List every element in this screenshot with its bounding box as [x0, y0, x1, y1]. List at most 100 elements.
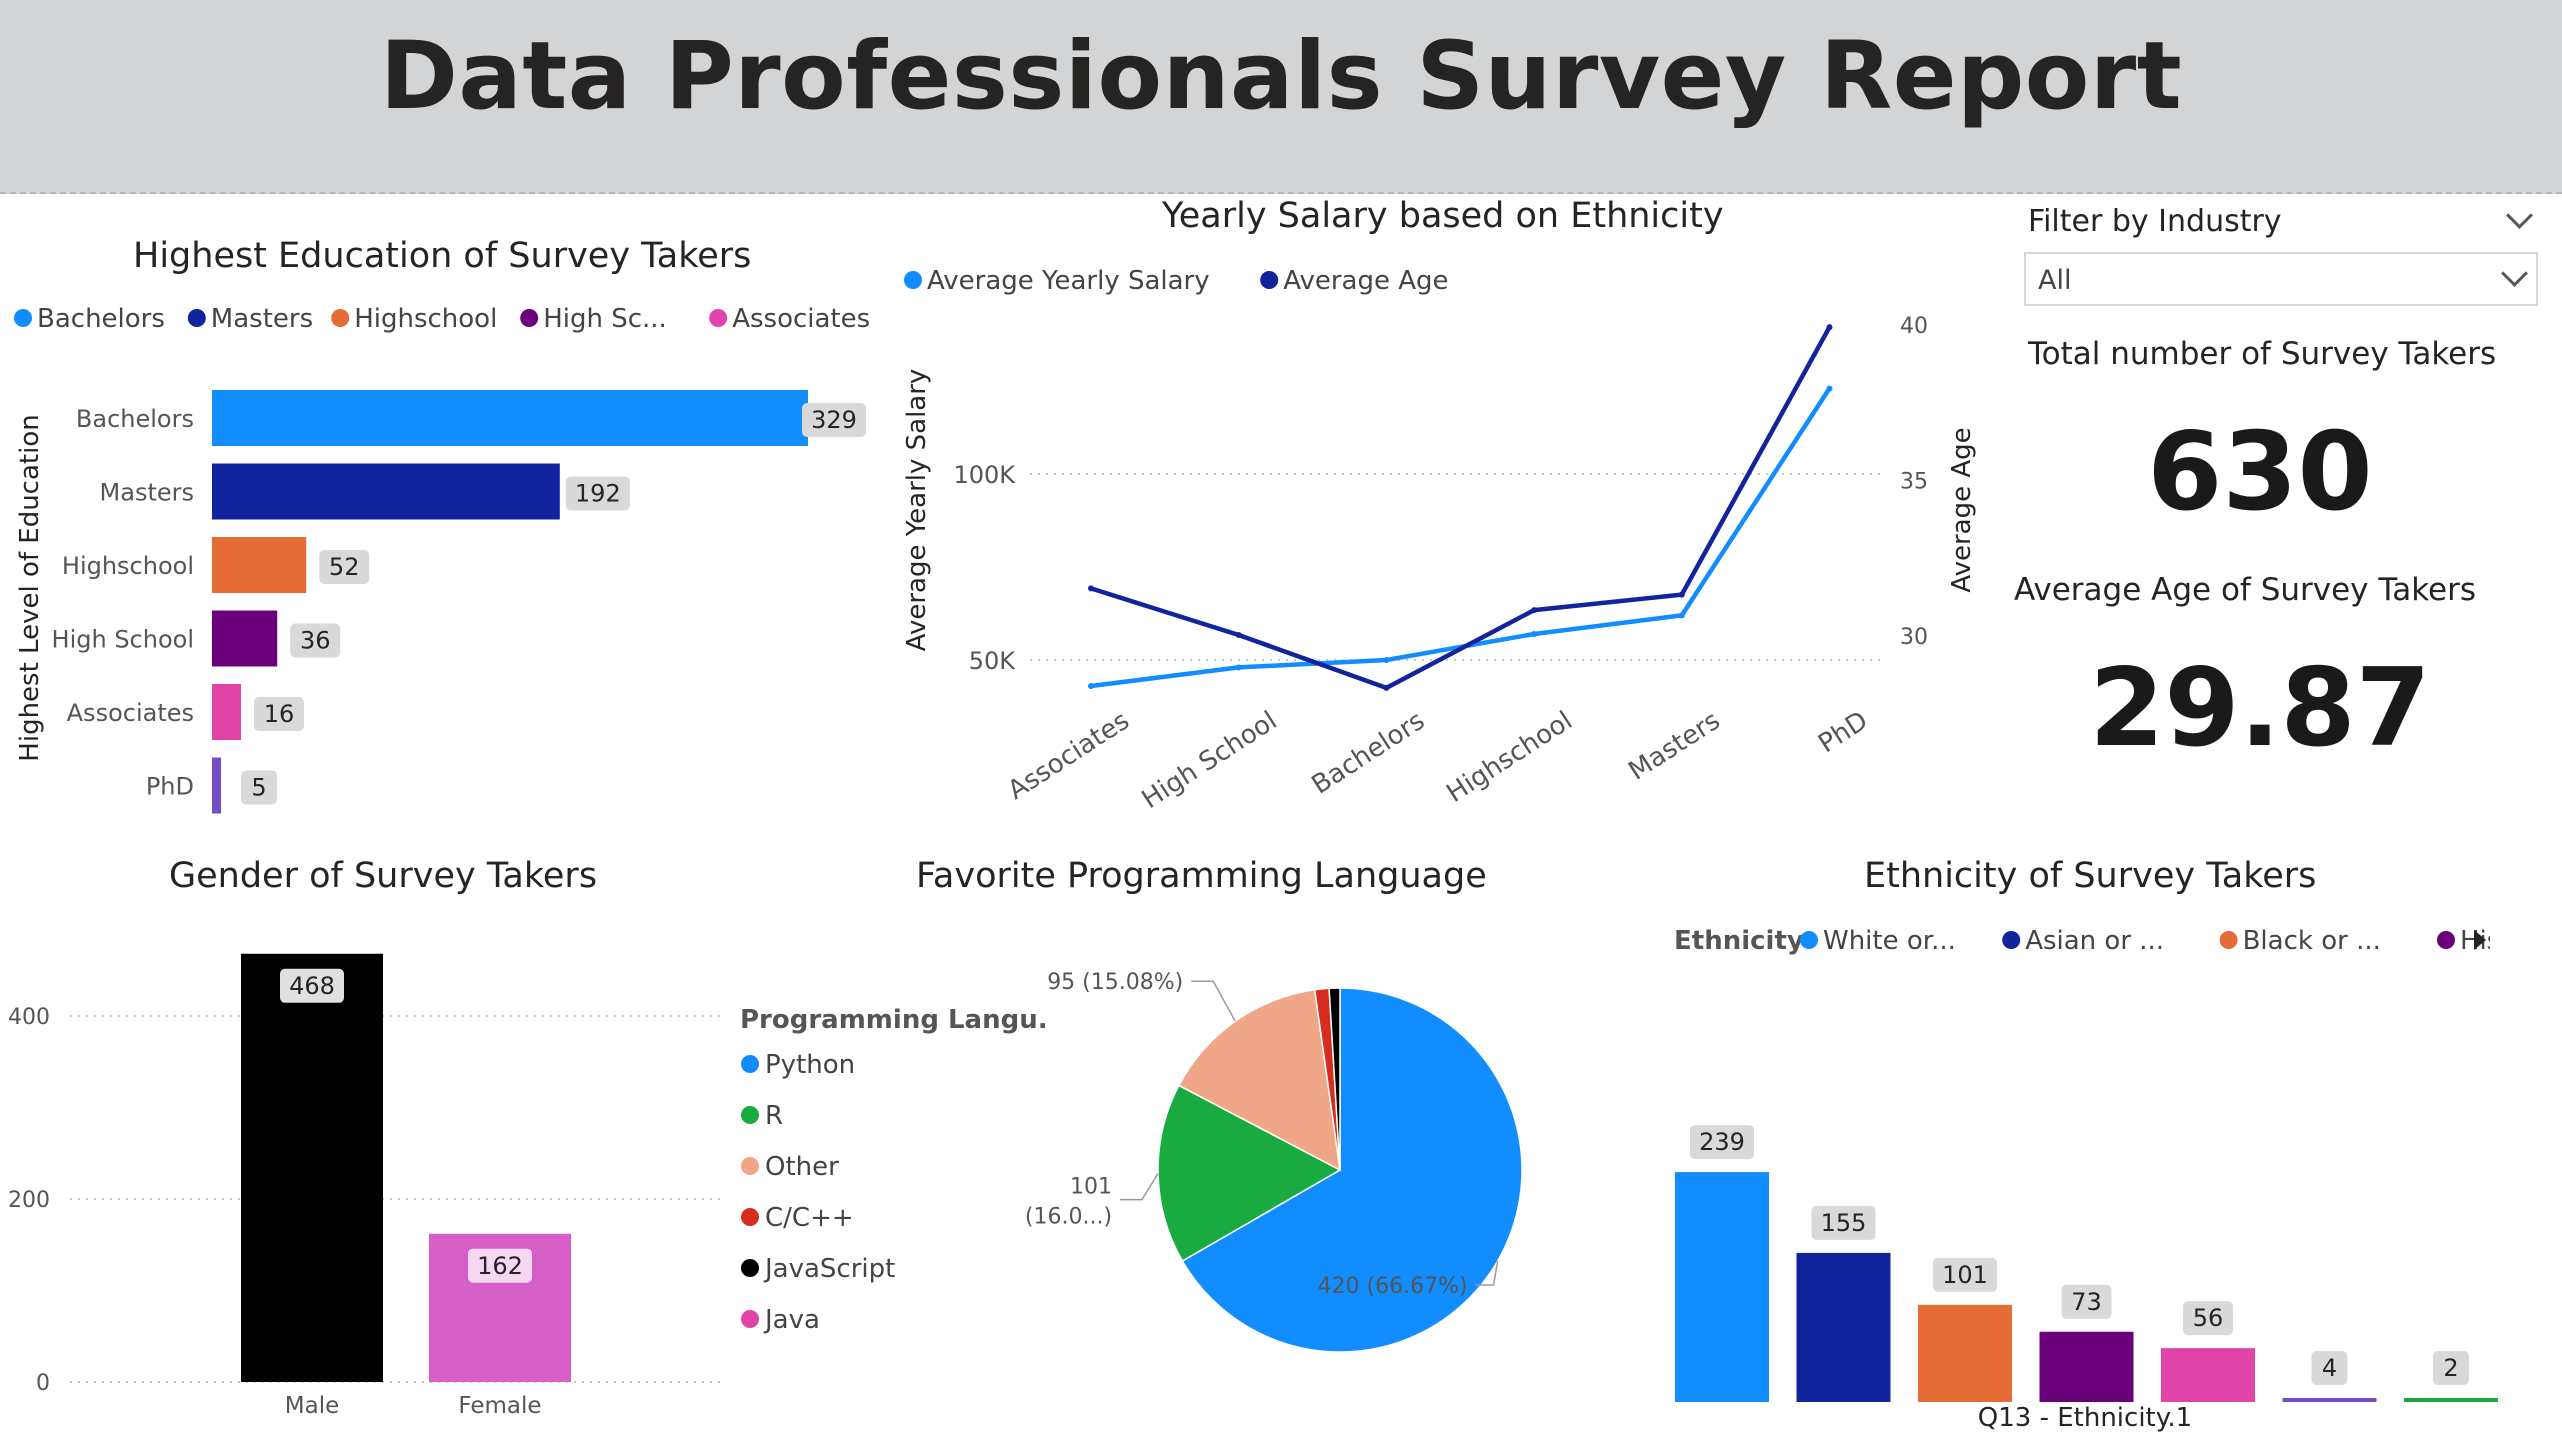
language-legend-marker-python	[741, 1055, 759, 1073]
language-pie-chart[interactable]: 420 (66.67%) 95 (15.08%) 101 (16.0...)	[1000, 940, 1620, 1410]
ethnicity-bar-2[interactable]	[1918, 1304, 2012, 1402]
education-bar-associates[interactable]	[212, 684, 241, 740]
salary-point-average-age-5[interactable]	[1826, 324, 1833, 331]
ethnicity-bar-6[interactable]	[2404, 1398, 2498, 1402]
ethnicity-bar-3[interactable]	[2039, 1331, 2134, 1402]
education-tick-highschool: Highschool	[62, 552, 194, 580]
education-value-high-school-bg	[290, 623, 341, 658]
salary-series-average-yearly-salary[interactable]	[1090, 387, 1832, 689]
salary-point-average-yearly-salary-4[interactable]	[1678, 612, 1685, 619]
ethnicity-legend[interactable]: Ethnicity White or... Asian or ... Black or…	[1660, 918, 2490, 962]
salary-series-average-age[interactable]	[1090, 326, 1832, 691]
education-legend-item-bachelors[interactable]: Bachelors	[37, 304, 165, 334]
language-legend-marker-java	[741, 1310, 759, 1328]
ethnicity-bar-1[interactable]	[1796, 1252, 1891, 1402]
ethnicity-value-4: 56	[2193, 1304, 2224, 1332]
education-legend[interactable]: Bachelors Masters Highschool High Sc... Asso…	[0, 296, 880, 344]
education-bar-chart[interactable]: Highest Level of Education Bachelors 329 Ma…	[0, 370, 880, 820]
education-bar-phd[interactable]	[212, 757, 222, 814]
ethnicity-bar-4[interactable]	[2161, 1348, 2255, 1402]
ethnicity-value-1: 155	[1821, 1209, 1867, 1237]
salary-point-average-age-4[interactable]	[1678, 591, 1685, 598]
chevron-down-icon[interactable]	[2501, 260, 2528, 287]
industry-filter-dropdown[interactable]: All	[2024, 252, 2538, 306]
education-legend-marker-bachelors	[14, 309, 32, 327]
ethnicity-chart-title: Ethnicity of Survey Takers	[1864, 856, 2317, 896]
education-chart-title: Highest Education of Survey Takers	[133, 236, 752, 276]
language-slice-r[interactable]	[1157, 1084, 1342, 1263]
salary-point-average-yearly-salary-3[interactable]	[1531, 630, 1538, 637]
salary-legend-marker-average-yearly-salary	[904, 271, 922, 289]
language-label-other: 95 (15.08%)	[1047, 970, 1183, 995]
salary-left-axis-label: Average Yearly Salary	[902, 369, 932, 652]
gender-chart-title: Gender of Survey Takers	[169, 856, 598, 896]
salary-legend[interactable]: Average Yearly Salary Average Age	[890, 258, 1450, 302]
ethnicity-legend-item-white-or[interactable]: White or...	[1823, 926, 1956, 956]
ethnicity-value-5: 4	[2322, 1354, 2337, 1382]
language-legend-item-r[interactable]: R	[765, 1101, 783, 1131]
language-slice-python[interactable]	[1181, 987, 1523, 1353]
ethnicity-value-2-bg	[1933, 1257, 1997, 1292]
salary-point-average-yearly-salary-5[interactable]	[1826, 385, 1833, 392]
ethnicity-legend-item-black-or[interactable]: Black or ...	[2243, 926, 2381, 956]
gender-bar-chart[interactable]: 0 200 400 468 Male 162 Female	[0, 940, 730, 1430]
education-legend-marker-associates	[709, 309, 728, 327]
education-y-axis-label: Highest Level of Education	[15, 414, 45, 761]
ethnicity-legend-marker-asian-or	[2002, 931, 2021, 949]
gender-x-tick-male: Male	[285, 1393, 339, 1419]
language-legend-item-java[interactable]: Java	[763, 1305, 820, 1335]
ethnicity-bar-chart[interactable]: 239 155 101 73 56 4 2 Q13 - Ethnicity.1	[1640, 960, 2520, 1440]
total-survey-takers-value: 630	[2147, 410, 2373, 535]
education-bar-high-school[interactable]	[212, 610, 278, 667]
legend-next-arrow-icon[interactable]	[2474, 930, 2486, 950]
language-slice-other[interactable]	[1177, 988, 1341, 1172]
salary-point-average-age-1[interactable]	[1235, 632, 1242, 638]
language-legend-item-javascript[interactable]: JavaScript	[763, 1254, 895, 1284]
report-header: Data Professionals Survey Report	[0, 0, 2562, 194]
ethnicity-value-6-bg	[2433, 1351, 2469, 1385]
education-legend-item-high-sc[interactable]: High Sc...	[543, 304, 667, 334]
education-bar-highschool[interactable]	[212, 537, 307, 593]
education-legend-marker-highschool	[331, 309, 350, 327]
salary-point-average-age-0[interactable]	[1088, 585, 1094, 592]
salary-point-average-yearly-salary-0[interactable]	[1088, 683, 1094, 690]
education-tick-high-school: High School	[52, 626, 194, 654]
salary-point-average-yearly-salary-2[interactable]	[1383, 657, 1390, 663]
language-legend[interactable]: Programming Langu... Python R Other C/C++ Jav…	[730, 996, 1050, 1346]
education-bar-masters[interactable]	[212, 463, 560, 520]
education-legend-marker-masters	[187, 309, 206, 327]
salary-point-average-yearly-salary-1[interactable]	[1235, 664, 1242, 671]
education-legend-item-associates[interactable]: Associates	[732, 304, 870, 334]
ethnicity-value-2: 101	[1942, 1261, 1988, 1289]
salary-legend-item-average-yearly-salary[interactable]: Average Yearly Salary	[927, 266, 1210, 296]
ethnicity-value-4-bg	[2183, 1301, 2233, 1336]
ethnicity-legend-item-asian-or[interactable]: Asian or ...	[2025, 926, 2164, 956]
education-legend-item-highschool[interactable]: Highschool	[354, 304, 497, 334]
language-label-python: 420 (66.67%)	[1318, 1274, 1468, 1299]
language-legend-item-c-c[interactable]: C/C++	[765, 1203, 854, 1233]
language-slice-javascript[interactable]	[1328, 987, 1341, 1171]
ethnicity-bar-0[interactable]	[1675, 1172, 1769, 1402]
education-value-associates-bg	[253, 697, 304, 731]
salary-point-average-age-2[interactable]	[1383, 684, 1390, 691]
slicer-collapse-chevron-icon[interactable]	[2506, 202, 2533, 229]
language-legend-marker-c-c	[741, 1208, 759, 1226]
education-value-bachelors: 329	[811, 406, 857, 434]
gender-y-tick-400: 400	[8, 1005, 50, 1030]
gender-bar-male[interactable]	[241, 953, 383, 1382]
salary-legend-item-average-age[interactable]: Average Age	[1283, 266, 1448, 296]
education-bar-bachelors[interactable]	[212, 390, 808, 446]
education-legend-item-masters[interactable]: Masters	[211, 304, 313, 334]
education-value-phd: 5	[251, 774, 266, 802]
salary-x-tick-highschool: Highschool	[1442, 706, 1578, 809]
salary-point-average-age-3[interactable]	[1531, 607, 1538, 614]
salary-line-chart[interactable]: 50K 100K 30 35 40 Average Yearly Salary Averag…	[880, 300, 2000, 820]
salary-left-tick-100K: 100K	[953, 461, 1016, 489]
education-value-masters: 192	[575, 480, 621, 508]
ethnicity-bar-5[interactable]	[2282, 1398, 2377, 1402]
salary-x-tick-associates: Associates	[1003, 706, 1135, 806]
ethnicity-value-1-bg	[1811, 1205, 1876, 1240]
language-label-r-percent: (16.0...)	[1025, 1205, 1112, 1230]
language-legend-item-python[interactable]: Python	[765, 1050, 855, 1080]
language-legend-item-other[interactable]: Other	[765, 1152, 839, 1182]
